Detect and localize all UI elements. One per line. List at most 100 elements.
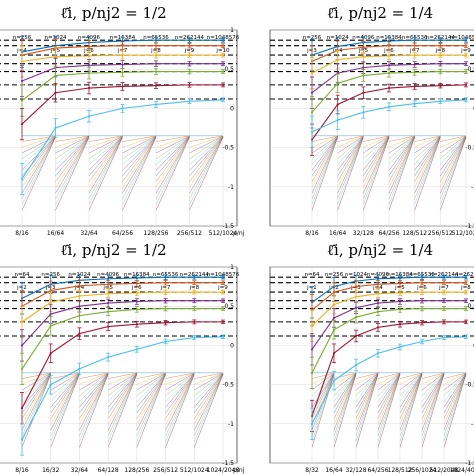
data-point <box>420 276 424 279</box>
data-point <box>332 303 336 306</box>
data-point <box>310 348 314 351</box>
fan-line <box>55 136 90 194</box>
fan-line <box>414 136 441 171</box>
data-point <box>221 70 225 73</box>
fan-line <box>194 373 224 396</box>
fan-line <box>155 136 190 194</box>
fan-line <box>122 136 157 154</box>
data-point <box>464 281 468 284</box>
y-tick-label: -1 <box>228 421 234 428</box>
fan-line <box>414 135 441 142</box>
data-point <box>332 379 336 382</box>
y-tick-label: -1 <box>228 184 234 191</box>
fan-line <box>399 372 423 379</box>
fan-line <box>399 373 423 408</box>
data-point <box>398 282 402 285</box>
data-point <box>464 290 468 294</box>
fan-line <box>79 373 109 419</box>
fan-line <box>88 136 123 188</box>
fan-line <box>136 373 166 414</box>
data-point <box>221 299 225 302</box>
data-point <box>398 300 402 303</box>
fan-line <box>333 373 357 414</box>
plot-area <box>270 274 474 448</box>
j-label: j=2 <box>328 285 339 291</box>
data-point <box>336 103 339 106</box>
fan-line <box>165 373 195 414</box>
fan-line <box>355 374 379 436</box>
fan-line <box>21 373 51 414</box>
fan-line <box>377 373 401 402</box>
fan-line <box>440 136 467 159</box>
data-point <box>154 39 158 42</box>
fan-line <box>414 136 441 194</box>
data-point <box>49 289 52 292</box>
fan-line <box>311 137 338 205</box>
data-point <box>439 62 442 65</box>
fan-line <box>399 373 423 419</box>
data-point <box>464 299 468 302</box>
fan-line <box>194 372 224 385</box>
y-tick-label: 0 <box>230 105 234 112</box>
fan-line <box>337 136 364 194</box>
fan-line <box>421 374 445 436</box>
x-tick-label: 128/256 <box>144 230 169 237</box>
data-point <box>107 325 110 328</box>
n-label: n=1048576 <box>450 35 474 41</box>
data-point <box>387 54 391 57</box>
fan-line <box>21 373 51 408</box>
data-point <box>107 356 110 359</box>
fan-line <box>421 374 445 442</box>
fan-line <box>194 373 224 431</box>
data-point <box>336 82 339 85</box>
fan-line <box>79 373 109 408</box>
data-point <box>20 407 24 410</box>
fan-line <box>363 137 390 205</box>
fan-line <box>377 373 401 414</box>
data-point <box>398 291 402 294</box>
data-point <box>193 299 196 302</box>
fan-line <box>88 135 123 148</box>
fan-line <box>355 373 379 414</box>
j-label: j=7 <box>438 285 449 291</box>
data-point <box>221 290 225 294</box>
fan-line <box>311 136 338 159</box>
fan-line <box>443 373 467 414</box>
data-point <box>188 44 191 47</box>
fan-line <box>421 373 445 419</box>
fan-line <box>355 373 379 396</box>
fan-line <box>189 135 224 142</box>
fan-line <box>50 373 80 431</box>
fan-line <box>311 136 338 188</box>
data-point <box>387 64 391 67</box>
fan-line <box>414 136 441 154</box>
data-point <box>221 335 225 338</box>
data-point <box>121 71 124 74</box>
data-point <box>413 63 416 66</box>
n-label: n=64 <box>14 272 30 278</box>
fan-line <box>311 374 335 442</box>
data-point <box>354 306 358 309</box>
fan-line <box>155 136 190 188</box>
fan-line <box>443 372 467 385</box>
fan-line <box>414 135 441 148</box>
x-tick-label: 64/256 <box>367 467 388 474</box>
fan-line <box>50 372 80 379</box>
data-point <box>78 284 81 287</box>
x-tick-label: 128/256 <box>124 467 149 474</box>
fan-line <box>399 373 423 396</box>
fan-line <box>108 372 137 379</box>
data-point <box>420 307 424 310</box>
fan-line <box>21 373 51 431</box>
fan-line <box>136 373 166 396</box>
fan-line <box>363 136 390 154</box>
fan-line <box>194 373 224 414</box>
fan-line <box>189 135 224 148</box>
fan-line <box>333 372 357 385</box>
fan-line <box>443 373 467 396</box>
fan-line <box>21 136 56 177</box>
x-tick-label: 64/128 <box>98 467 119 474</box>
fan-line <box>107 373 138 431</box>
fan-line <box>21 373 51 425</box>
fan-line <box>136 373 166 408</box>
